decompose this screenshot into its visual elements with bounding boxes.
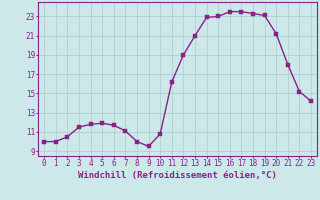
X-axis label: Windchill (Refroidissement éolien,°C): Windchill (Refroidissement éolien,°C)	[78, 171, 277, 180]
